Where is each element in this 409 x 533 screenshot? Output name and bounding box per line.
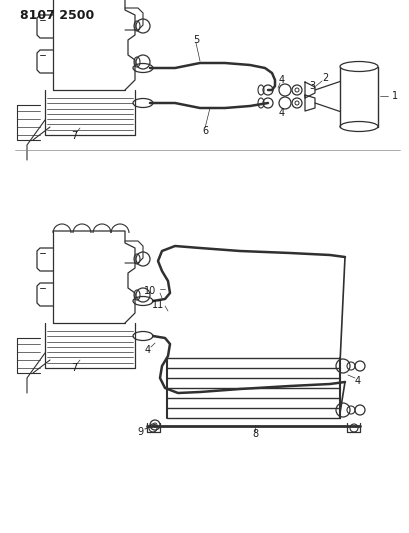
Text: 3: 3 [308, 81, 314, 91]
Text: 8: 8 [251, 429, 257, 439]
Text: 4: 4 [278, 75, 284, 85]
Text: 11: 11 [151, 300, 164, 310]
Text: 2: 2 [321, 73, 327, 83]
Text: 7: 7 [71, 131, 77, 141]
Text: 1: 1 [391, 91, 397, 101]
Text: 5: 5 [192, 35, 199, 45]
Text: 4: 4 [354, 376, 360, 386]
Text: 8107 2500: 8107 2500 [20, 9, 94, 21]
Text: 6: 6 [202, 126, 207, 136]
Text: 10: 10 [144, 286, 156, 296]
Text: 7: 7 [71, 363, 77, 373]
Text: 4: 4 [145, 345, 151, 355]
Text: 4: 4 [278, 108, 284, 118]
Text: 9: 9 [137, 427, 143, 437]
